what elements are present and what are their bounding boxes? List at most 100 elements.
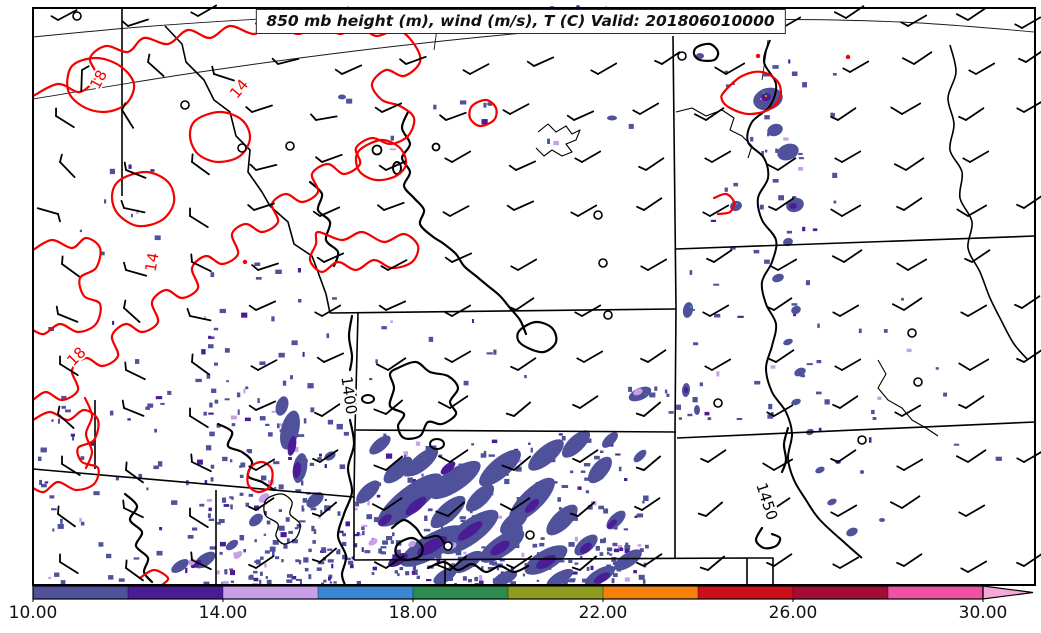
wind-barb xyxy=(1014,16,1041,29)
fill-speck xyxy=(802,226,806,232)
calm-wind-circle xyxy=(713,398,723,408)
fill-speck xyxy=(598,505,604,510)
wind-barb-staff xyxy=(573,110,595,121)
wind-barb xyxy=(437,449,469,463)
wind-barb xyxy=(1016,450,1041,463)
fill-speck xyxy=(450,563,456,568)
fill-speck xyxy=(395,570,398,574)
wind-barb-feather xyxy=(833,11,847,19)
fill-speck xyxy=(265,423,270,426)
fill-speck xyxy=(154,235,161,241)
wind-barb-staff xyxy=(773,297,793,311)
wind-barb-staff xyxy=(191,261,212,273)
wind-barb-staff xyxy=(319,449,339,463)
fill-speck xyxy=(49,495,55,499)
fill-speck xyxy=(109,168,115,175)
wind-barb-feather xyxy=(526,60,535,67)
fill-speck xyxy=(818,427,822,432)
wind-barb xyxy=(896,553,923,567)
fill-speck xyxy=(206,499,212,502)
fill-speck xyxy=(540,537,545,540)
wind-barb-feather xyxy=(120,199,125,209)
wind-barb xyxy=(189,407,209,429)
fill-speck xyxy=(935,367,939,370)
fill-blob xyxy=(479,449,521,487)
wind-barb-feather xyxy=(506,563,515,569)
wind-barb-staff xyxy=(775,197,795,211)
wind-barb-feather xyxy=(893,163,907,171)
temperature-contour xyxy=(138,568,170,587)
wind-barb-feather xyxy=(634,505,643,511)
fill-speck xyxy=(294,527,299,530)
wind-barb-staff xyxy=(967,560,988,573)
height-contour-ring xyxy=(431,142,441,152)
fill-speck xyxy=(600,450,604,453)
wind-barb xyxy=(1016,100,1041,113)
fill-speck xyxy=(624,548,630,553)
fill-speck xyxy=(61,395,67,401)
wind-barb xyxy=(832,556,860,569)
wind-barb-staff xyxy=(451,350,472,363)
wind-barb-staff xyxy=(255,300,277,311)
wind-barb-feather xyxy=(59,153,63,163)
fill-speck xyxy=(858,328,862,334)
state-border xyxy=(675,235,1036,250)
state-border xyxy=(164,25,331,314)
fill-speck xyxy=(868,437,872,443)
fill-speck xyxy=(106,553,112,559)
fill-speck xyxy=(127,418,131,421)
fill-speck xyxy=(791,303,798,306)
fill-blob xyxy=(607,115,617,121)
wind-barb-feather xyxy=(189,407,191,417)
wind-barb xyxy=(702,204,730,217)
wind-barb-staff xyxy=(321,304,342,317)
wind-barb-staff xyxy=(533,56,555,67)
fill-blob xyxy=(378,514,392,526)
fill-speck xyxy=(472,319,474,323)
fill-blob xyxy=(791,398,801,406)
wind-barb-feather xyxy=(191,353,194,363)
fill-speck xyxy=(288,530,294,534)
wind-barb-feather xyxy=(57,505,60,515)
fill-speck xyxy=(210,272,215,278)
wind-barb-staff xyxy=(319,547,337,563)
wind-barb-staff xyxy=(1023,349,1041,363)
fill-speck xyxy=(346,98,353,104)
fill-speck xyxy=(204,480,208,485)
wind-barb xyxy=(462,63,490,75)
map-frame xyxy=(32,7,1036,586)
fill-speck xyxy=(295,559,300,563)
wind-barb-staff xyxy=(513,555,533,569)
wind-barb-feather xyxy=(310,113,317,121)
state-border xyxy=(32,468,355,498)
wind-barb xyxy=(311,501,337,517)
fill-blob xyxy=(369,435,391,455)
calm-wind-circle xyxy=(913,377,923,387)
colorbar-segment xyxy=(603,586,698,599)
wind-barb-staff xyxy=(385,455,403,471)
wind-barb-feather xyxy=(123,161,127,171)
calm-wind-circle xyxy=(598,258,608,268)
wind-barb-feather xyxy=(55,305,59,315)
fill-speck xyxy=(557,497,561,502)
fill-speck xyxy=(70,433,75,437)
height-contour-oval xyxy=(429,438,445,450)
wind-barb xyxy=(312,206,341,217)
state-border xyxy=(676,421,1036,439)
fill-speck xyxy=(361,524,368,527)
fill-speck xyxy=(308,548,312,553)
wind-barb-staff xyxy=(385,555,405,569)
wind-barb xyxy=(314,403,341,417)
temperature-contour-closed xyxy=(354,138,408,182)
wind-barb-feather xyxy=(1016,203,1025,209)
fill-speck xyxy=(504,478,510,485)
fill-speck xyxy=(603,537,606,543)
wind-barb-feather xyxy=(125,461,128,471)
wind-barb-feather xyxy=(960,567,969,573)
fill-speck xyxy=(358,533,362,536)
fill-speck xyxy=(211,388,217,393)
fill-speck xyxy=(219,551,223,555)
wind-barb-feather xyxy=(654,59,663,65)
fill-speck xyxy=(676,404,681,410)
fill-blob xyxy=(846,527,858,537)
